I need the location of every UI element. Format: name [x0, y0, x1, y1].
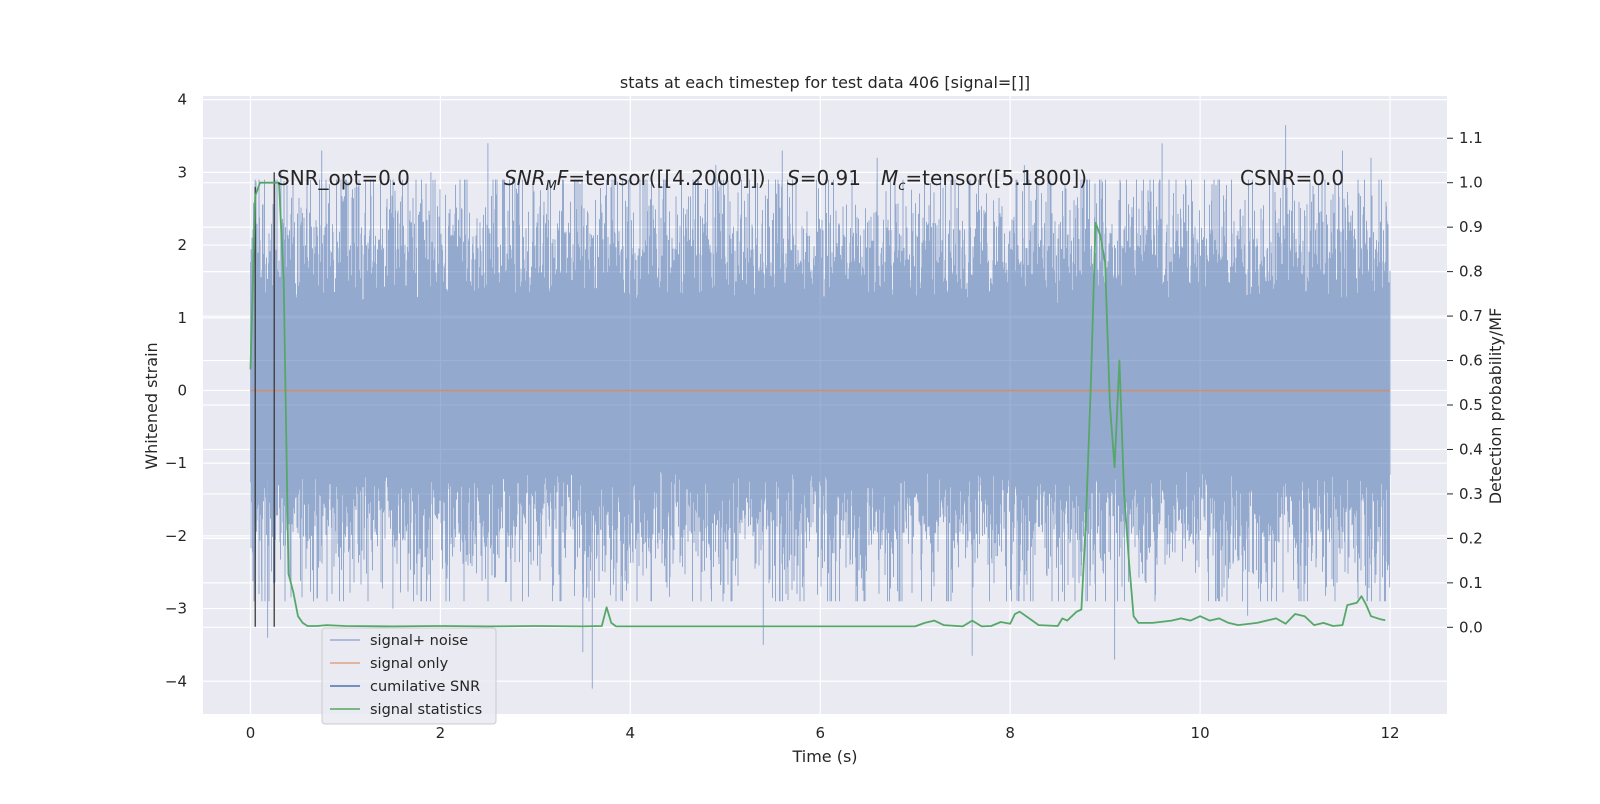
y-tick-label-6: 2: [177, 236, 187, 254]
noise-series: [250, 125, 1391, 689]
mc-value: =tensor([5.1800]): [905, 166, 1087, 190]
annotation-csnr: CSNR=0.0: [1240, 166, 1344, 190]
y-tick-label-2: −2: [165, 527, 187, 545]
x-axis-ticks: 0 2 4 6 8 10 12: [246, 724, 1400, 742]
y-tick-label-7: 3: [177, 163, 187, 181]
vertical-markers: [254, 172, 275, 627]
y-axis-label: Whitened strain: [142, 342, 161, 469]
legend-label-signal-noise: signal+ noise: [370, 633, 468, 649]
y-tick-label-3: −1: [165, 454, 187, 472]
legend-label-signal-only: signal only: [370, 656, 449, 672]
x-tick-label-5: 10: [1191, 724, 1210, 742]
y-right-tick-label-10: 1.0: [1459, 174, 1483, 192]
y-right-tick-label-11: 1.1: [1459, 129, 1483, 147]
x-tick-label-0: 0: [246, 724, 256, 742]
y-tick-label-1: −3: [165, 600, 187, 618]
statistics-series: [249, 181, 1386, 628]
y-tick-label-5: 1: [177, 309, 187, 327]
y-tick-label-4: 0: [177, 381, 187, 399]
y-right-tick-label-7: 0.7: [1459, 307, 1483, 325]
mc-name: M: [881, 166, 898, 190]
signal-noise-band: [250, 125, 1391, 689]
y-axis-ticks: −4 −3 −2 −1 0 1 2 3 4: [165, 91, 187, 691]
snr-mf-sub: M: [546, 179, 557, 194]
annotation-snr-opt: SNR_opt=0.0: [277, 166, 410, 190]
s-value: =0.91: [800, 166, 861, 190]
x-tick-label-6: 12: [1380, 724, 1399, 742]
chart-title: stats at each timestep for test data 406…: [620, 73, 1030, 92]
y-right-tick-label-3: 0.3: [1459, 485, 1483, 503]
annotation-snr-mf: SNRMF=tensor([[4.2000]]): [504, 166, 766, 194]
legend-label-signal-statistics: signal statistics: [370, 702, 482, 718]
x-tick-label-1: 2: [436, 724, 446, 742]
y-right-tick-label-8: 0.8: [1459, 263, 1483, 281]
y-right-tick-label-6: 0.6: [1459, 352, 1483, 370]
x-tick-label-3: 6: [815, 724, 825, 742]
mc-sub: c: [898, 179, 905, 194]
snr-mf-rest: F: [557, 166, 569, 190]
signal-statistics-line: [249, 181, 1386, 628]
y-right-tick-label-0: 0.0: [1459, 618, 1483, 636]
snr-mf-name: SNR: [504, 166, 546, 190]
y-right-axis-label: Detection probability/MF: [1486, 308, 1505, 505]
x-tick-label-4: 8: [1005, 724, 1015, 742]
y-tick-label-8: 4: [177, 91, 187, 109]
y-right-tick-label-5: 0.5: [1459, 396, 1483, 414]
y-right-tick-label-9: 0.9: [1459, 218, 1483, 236]
x-axis-label: Time (s): [791, 747, 857, 766]
y-right-axis-ticks: 0.0 0.1 0.2 0.3 0.4 0.5 0.6 0.7 0.8 0.9 1.0 1.1: [1447, 129, 1483, 636]
y-right-tick-label-4: 0.4: [1459, 440, 1483, 458]
y-right-tick-label-2: 0.2: [1459, 529, 1483, 547]
s-name: S: [787, 166, 800, 190]
annotation-mc: Mc=tensor([5.1800]): [881, 166, 1087, 194]
y-right-tick-label-1: 0.1: [1459, 574, 1483, 592]
snr-mf-value: =tensor([[4.2000]]): [568, 166, 765, 190]
legend-box: [321, 627, 497, 725]
legend-label-cumulative-snr: cumilative SNR: [370, 679, 480, 695]
annotation-s: S=0.91: [787, 166, 861, 190]
legend: signal+ noise signal only cumilative SNR…: [321, 627, 497, 725]
x-tick-label-2: 4: [626, 724, 636, 742]
y-tick-label-0: −4: [165, 672, 187, 690]
